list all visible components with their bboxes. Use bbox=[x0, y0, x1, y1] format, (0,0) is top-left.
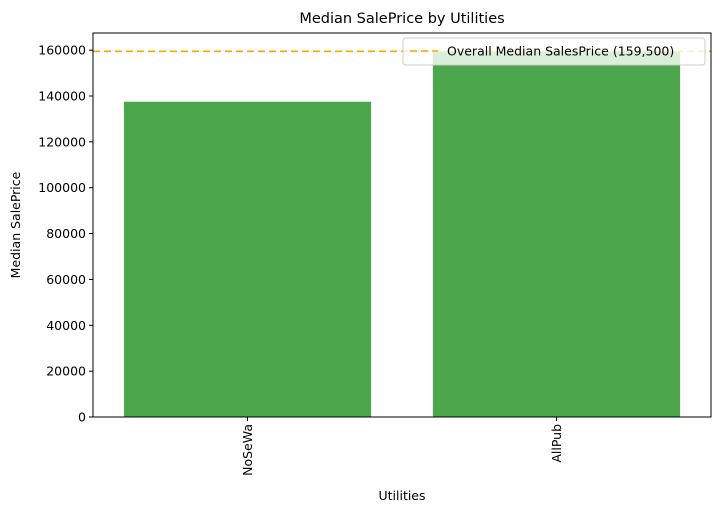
bar-allpub bbox=[432, 51, 681, 418]
legend-label: Overall Median SalesPrice (159,500) bbox=[447, 44, 674, 59]
bars-group bbox=[123, 51, 681, 418]
y-tick-label: 0 bbox=[78, 410, 86, 425]
x-axis-label: Utilities bbox=[378, 488, 425, 503]
y-tick-label: 100000 bbox=[38, 180, 86, 195]
plot-frame bbox=[92, 32, 712, 418]
legend-box bbox=[402, 37, 706, 66]
x-tick-label: AllPub bbox=[549, 424, 564, 463]
y-tick-label: 80000 bbox=[46, 226, 86, 241]
y-axis-label: Median SalePrice bbox=[8, 171, 23, 278]
y-tick-label: 20000 bbox=[46, 364, 86, 379]
y-tick-label: 160000 bbox=[38, 43, 86, 58]
legend: Overall Median SalesPrice (159,500) bbox=[402, 37, 706, 66]
y-tick-label: 120000 bbox=[38, 134, 86, 149]
bar-nosewa bbox=[123, 101, 372, 417]
chart-title: Median SalePrice by Utilities bbox=[299, 11, 504, 27]
x-tick-label: NoSeWa bbox=[240, 424, 255, 476]
y-tick-label: 60000 bbox=[46, 272, 86, 287]
y-tick-label: 140000 bbox=[38, 88, 86, 103]
y-tick-label: 40000 bbox=[46, 318, 86, 333]
axes-group: NoSeWa AllPub 0 20000 40000 60000 80000 100000 1… bbox=[38, 43, 564, 476]
